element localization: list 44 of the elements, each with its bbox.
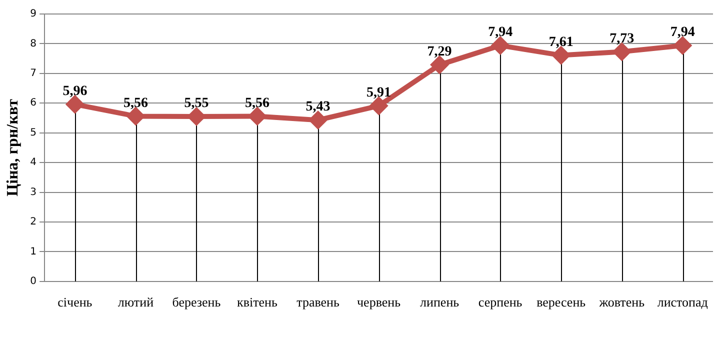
point bbox=[188, 108, 205, 126]
point bbox=[370, 97, 388, 114]
x-tick-label: вересень bbox=[536, 294, 586, 310]
y-tick-label: 9 bbox=[30, 8, 37, 20]
y-tick-label: 1 bbox=[30, 246, 37, 258]
y-axis-title: Ціна, грн/квт bbox=[4, 98, 22, 196]
y-tick-label: 0 bbox=[30, 276, 37, 287]
data-label: 5,56 bbox=[244, 96, 270, 111]
x-tick-label: січень bbox=[58, 294, 92, 310]
y-tick-label: 5 bbox=[30, 127, 37, 138]
y-tick-label: 8 bbox=[30, 38, 37, 50]
point bbox=[613, 43, 630, 60]
data-label: 7,29 bbox=[427, 44, 452, 60]
y-tick-label: 2 bbox=[30, 216, 37, 228]
x-tick-label: серпень bbox=[478, 294, 522, 310]
point bbox=[674, 36, 692, 54]
data-label: 7,94 bbox=[488, 25, 513, 40]
data-label: 5,43 bbox=[306, 100, 330, 115]
data-label: 7,73 bbox=[610, 31, 634, 46]
y-tick-label: 4 bbox=[30, 157, 37, 168]
y-tick-label: 3 bbox=[30, 186, 37, 198]
point bbox=[431, 56, 448, 74]
point bbox=[66, 96, 84, 113]
data-label: 5,56 bbox=[123, 96, 148, 111]
x-tick-label: червень bbox=[357, 294, 401, 310]
x-tick-label: лютий bbox=[118, 294, 154, 310]
data-label: 5,55 bbox=[184, 96, 209, 112]
x-tick-label: квітень bbox=[237, 294, 278, 310]
data-label: 7,94 bbox=[670, 25, 695, 40]
point bbox=[127, 108, 144, 125]
data-label: 7,61 bbox=[548, 34, 574, 50]
x-tick-label: липень bbox=[420, 294, 460, 310]
x-tick-label: травень bbox=[296, 294, 340, 310]
x-tick-label: листопад bbox=[657, 294, 708, 310]
data-label: 5,96 bbox=[62, 84, 88, 99]
y-tick-label: 7 bbox=[30, 68, 37, 80]
x-tick-label: березень bbox=[172, 294, 221, 310]
point bbox=[310, 112, 327, 129]
point bbox=[492, 36, 509, 54]
y-tick-label: 6 bbox=[30, 98, 37, 109]
point bbox=[248, 108, 266, 125]
point bbox=[552, 46, 570, 64]
data-label: 5,91 bbox=[366, 85, 392, 100]
x-tick-label: жовтень bbox=[598, 294, 645, 310]
